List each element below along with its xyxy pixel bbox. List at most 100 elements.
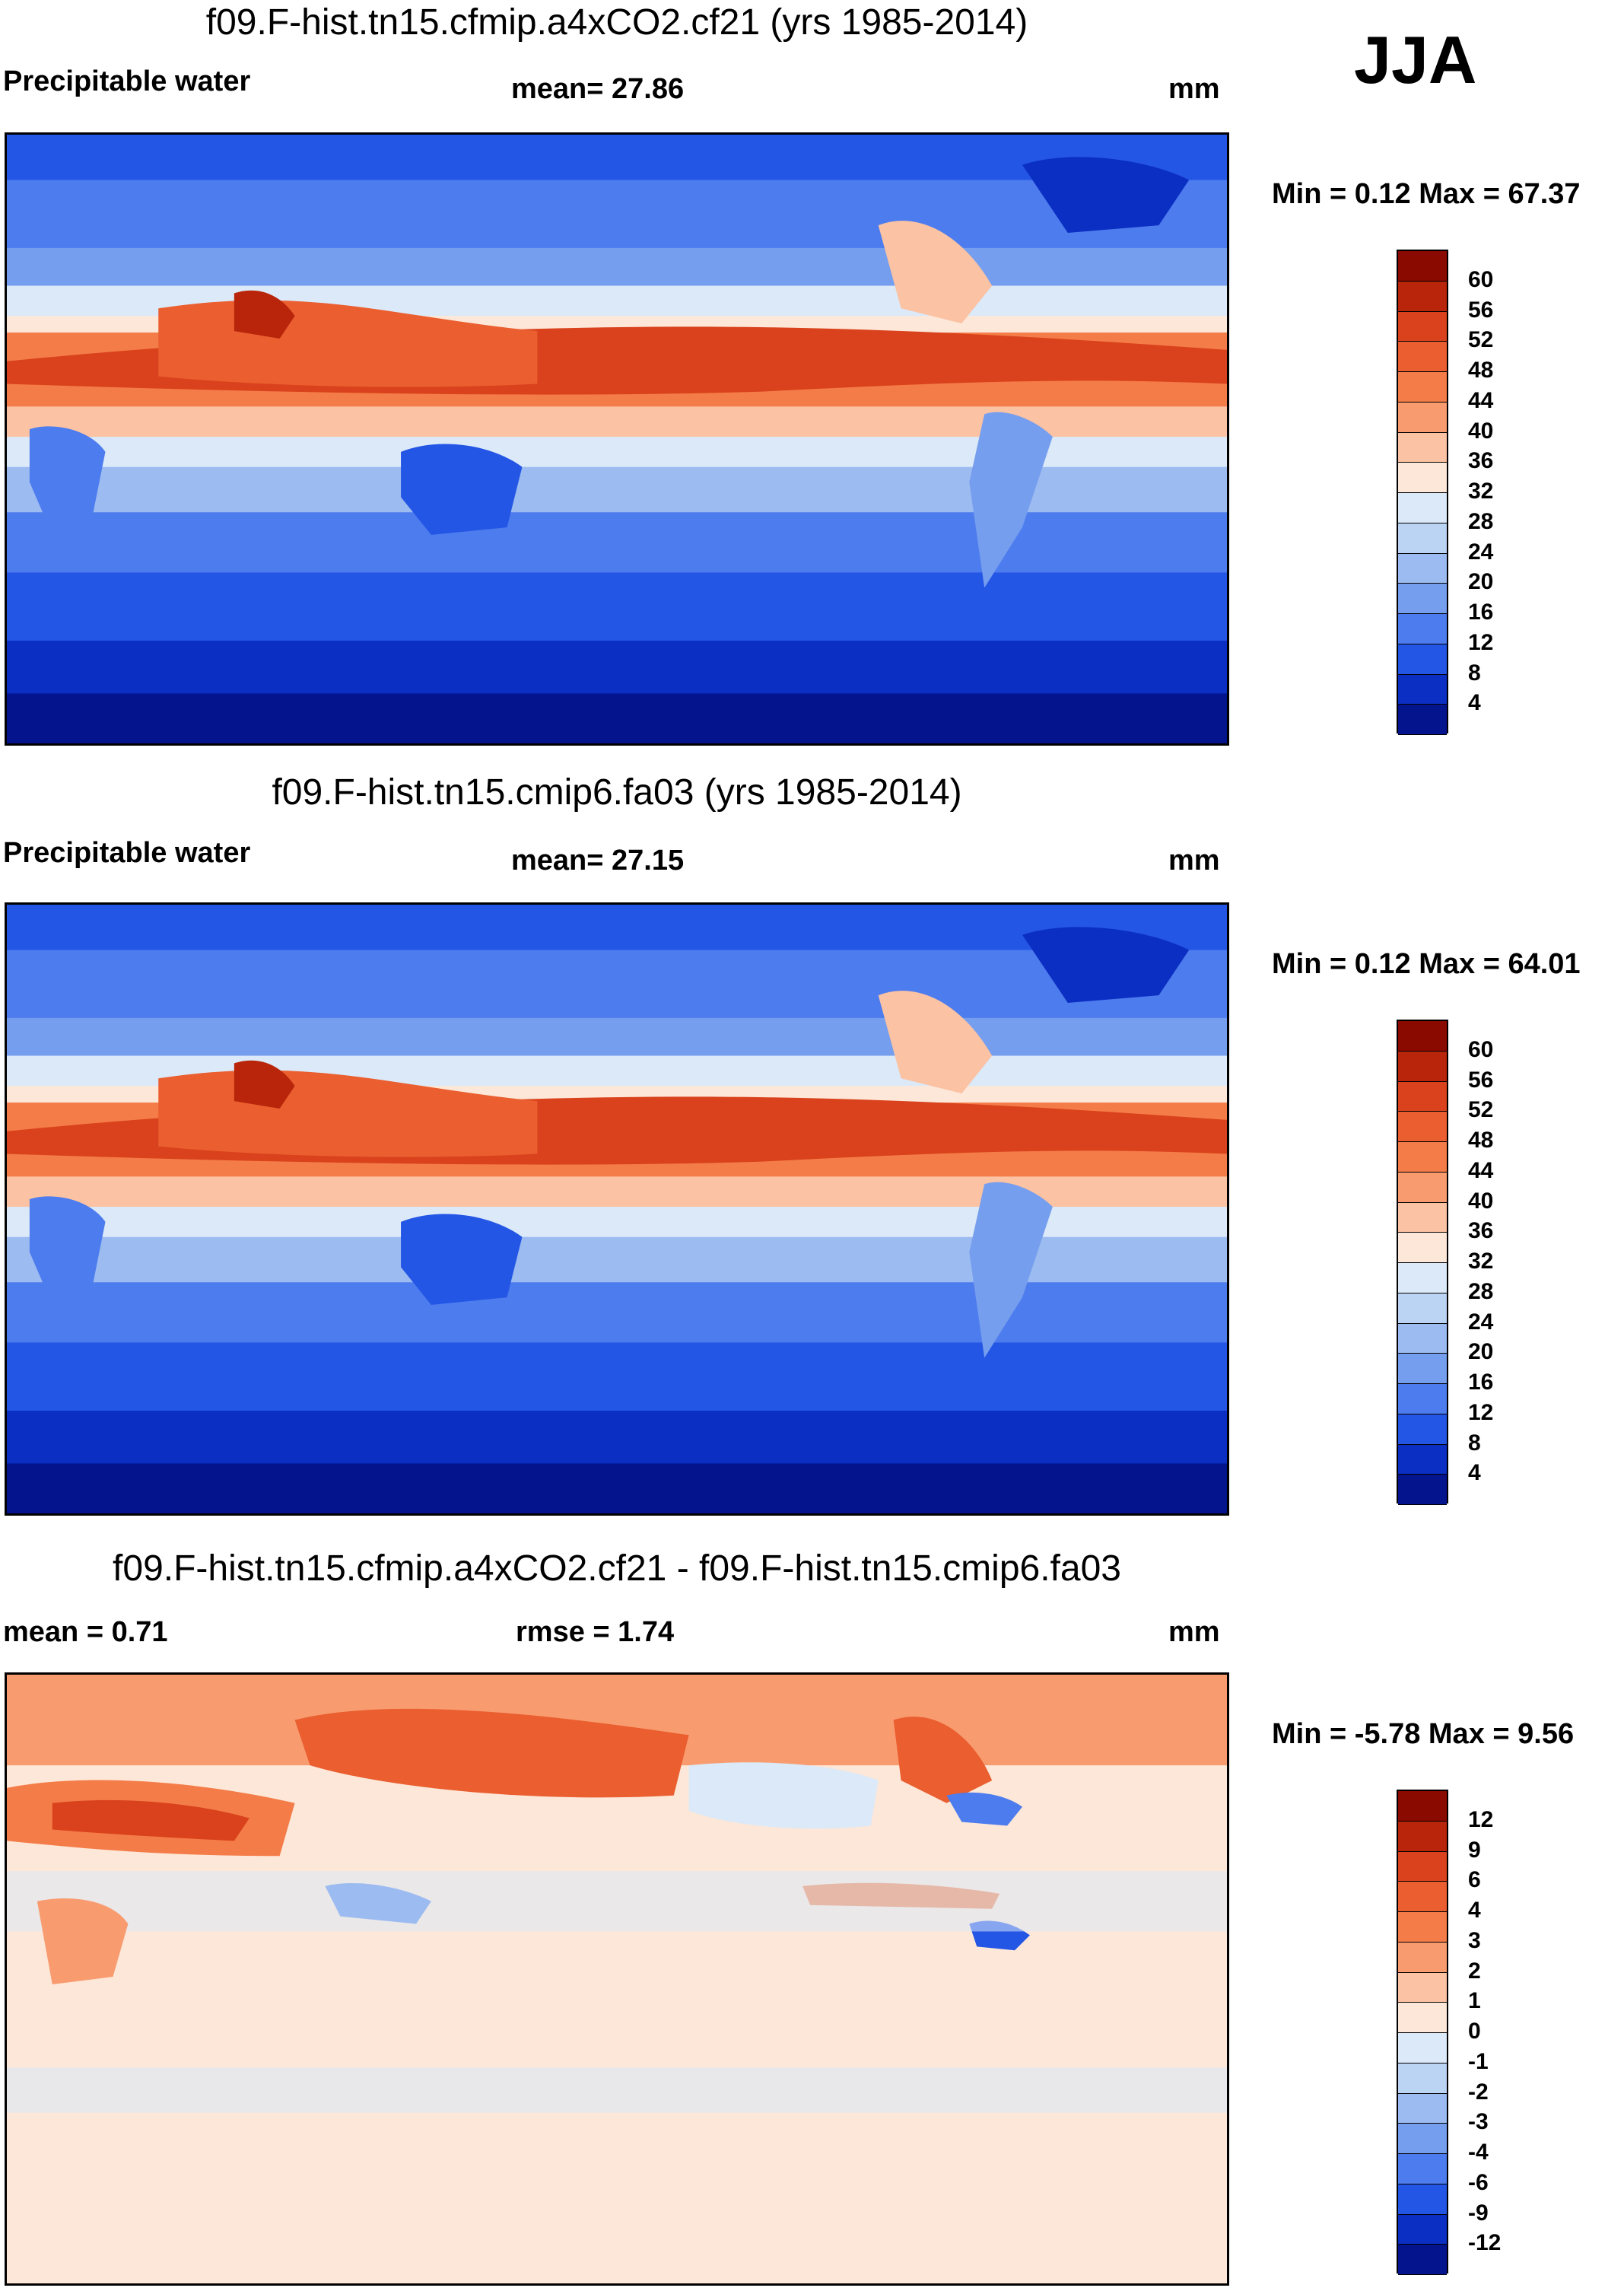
colorbar-segment (1398, 281, 1447, 312)
colorbar-tick-label: 40 (1468, 418, 1494, 444)
colorbar-segment (1398, 1293, 1447, 1324)
colorbar-tick-label: 60 (1468, 266, 1494, 292)
panel-2-variable: Precipitable water (3, 837, 251, 869)
colorbar-tick-label: 16 (1468, 1370, 1494, 1395)
colorbar-segment (1398, 493, 1447, 523)
colorbar-tick-label: 3 (1468, 1927, 1481, 1953)
colorbar-segment (1398, 1942, 1447, 1973)
colorbar-segment (1398, 1323, 1447, 1354)
colorbar-segment (1398, 614, 1447, 644)
colorbar-segment (1398, 432, 1447, 463)
colorbar-tick-label: 48 (1468, 1128, 1494, 1153)
panel-2-title: f09.F-hist.tn15.cmip6.fa03 (yrs 1985-201… (272, 772, 962, 813)
colorbar-segment (1398, 2033, 1447, 2063)
colorbar-segment (1398, 2214, 1447, 2245)
colorbar-segment (1398, 705, 1447, 735)
colorbar-segment (1398, 1112, 1447, 1142)
colorbar-tick-label: 20 (1468, 1339, 1494, 1365)
colorbar-tick-label: 40 (1468, 1188, 1494, 1214)
colorbar-segment (1398, 372, 1447, 403)
panel-1-units: mm (1168, 73, 1220, 105)
colorbar-segment (1398, 251, 1447, 282)
colorbar-segment (1398, 402, 1447, 433)
colorbar-segment (1398, 644, 1447, 675)
panel-2-minmax: Min = 0.12 Max = 64.01 (1272, 948, 1581, 980)
colorbar-segment (1398, 1354, 1447, 1384)
colorbar-segment (1398, 463, 1447, 493)
colorbar-segment (1398, 523, 1447, 554)
panel-1-mean: mean= 27.86 (511, 73, 685, 105)
panel-3-units: mm (1168, 1616, 1220, 1648)
colorbar-tick-label: -6 (1468, 2169, 1489, 2195)
colorbar-tick-label: 56 (1468, 1067, 1494, 1093)
colorbar-tick-label: -12 (1468, 2230, 1502, 2256)
colorbar-tick-label: 44 (1468, 387, 1494, 413)
colorbar-segment (1398, 1475, 1447, 1505)
panel-2-map (5, 902, 1229, 1516)
panel-1-title: f09.F-hist.tn15.cfmip.a4xCO2.cf21 (yrs 1… (205, 2, 1028, 43)
colorbar-segment (1398, 1021, 1447, 1052)
colorbar-tick-label: 36 (1468, 448, 1494, 474)
colorbar-tick-label: 24 (1468, 539, 1494, 565)
colorbar-tick-label: 32 (1468, 1249, 1494, 1274)
colorbar-tick-label: 32 (1468, 479, 1494, 504)
colorbar-tick-label: 56 (1468, 297, 1494, 323)
panel-2-colorbar (1397, 1020, 1448, 1505)
colorbar-tick-label: 52 (1468, 327, 1494, 353)
colorbar-segment (1398, 311, 1447, 342)
colorbar-segment (1398, 2245, 1447, 2275)
colorbar-segment (1398, 1172, 1447, 1203)
colorbar-tick-label: 24 (1468, 1309, 1494, 1335)
colorbar-segment (1398, 342, 1447, 372)
colorbar-segment (1398, 1384, 1447, 1414)
colorbar-tick-label: -4 (1468, 2140, 1489, 2165)
panel-3-mean: mean = 0.71 (3, 1616, 168, 1648)
colorbar-segment (1398, 1791, 1447, 1822)
colorbar-segment (1398, 2184, 1447, 2215)
colorbar-tick-label: 36 (1468, 1218, 1494, 1244)
colorbar-tick-label: 48 (1468, 358, 1494, 383)
panel-3-title: f09.F-hist.tn15.cfmip.a4xCO2.cf21 - f09.… (113, 1548, 1121, 1589)
panel-3-rmse: rmse = 1.74 (516, 1616, 675, 1648)
colorbar-tick-label: 20 (1468, 569, 1494, 595)
colorbar-segment (1398, 1233, 1447, 1263)
season-label: JJA (1354, 22, 1477, 97)
panel-2-mean: mean= 27.15 (511, 845, 685, 877)
colorbar-segment (1398, 584, 1447, 614)
colorbar-tick-label: 4 (1468, 690, 1481, 716)
colorbar-segment (1398, 1202, 1447, 1233)
colorbar-segment (1398, 1081, 1447, 1112)
colorbar-segment (1398, 1444, 1447, 1475)
colorbar-segment (1398, 674, 1447, 705)
colorbar-tick-label: -9 (1468, 2200, 1489, 2226)
colorbar-tick-label: 16 (1468, 600, 1494, 625)
colorbar-tick-label: 6 (1468, 1867, 1481, 1893)
panel-1-variable: Precipitable water (3, 65, 251, 97)
colorbar-segment (1398, 1972, 1447, 2003)
colorbar-segment (1398, 1821, 1447, 1852)
colorbar-segment (1398, 1882, 1447, 1912)
colorbar-segment (1398, 2063, 1447, 2094)
colorbar-segment (1398, 2124, 1447, 2154)
colorbar-tick-label: -2 (1468, 2079, 1489, 2105)
colorbar-tick-label: 12 (1468, 1806, 1494, 1832)
panel-1-minmax: Min = 0.12 Max = 67.37 (1272, 178, 1581, 210)
colorbar-tick-label: 12 (1468, 1399, 1494, 1425)
colorbar-segment (1398, 1263, 1447, 1293)
colorbar-tick-label: 4 (1468, 1898, 1481, 1923)
colorbar-tick-label: 1 (1468, 1988, 1481, 2014)
colorbar-tick-label: 0 (1468, 2019, 1481, 2044)
colorbar-segment (1398, 1142, 1447, 1173)
panel-3-minmax: Min = -5.78 Max = 9.56 (1272, 1718, 1575, 1750)
panel-3-map (5, 1672, 1229, 2286)
colorbar-tick-label: 9 (1468, 1837, 1481, 1863)
colorbar-segment (1398, 2154, 1447, 2184)
colorbar-segment (1398, 1912, 1447, 1943)
colorbar-segment (1398, 553, 1447, 584)
panel-3-colorbar (1397, 1790, 1448, 2275)
colorbar-segment (1398, 1051, 1447, 1082)
colorbar-tick-label: 2 (1468, 1958, 1481, 1984)
colorbar-tick-label: 8 (1468, 1430, 1481, 1456)
colorbar-tick-label: 12 (1468, 629, 1494, 655)
colorbar-tick-label: 44 (1468, 1157, 1494, 1183)
